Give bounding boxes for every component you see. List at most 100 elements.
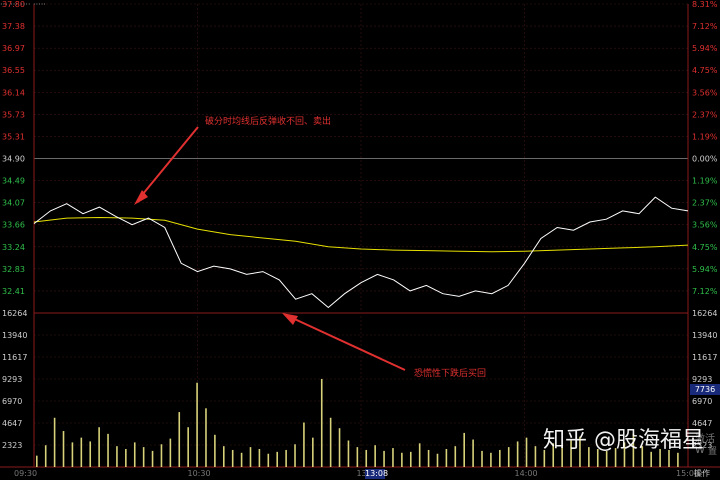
volume-bar [650,451,652,467]
volume-bar [187,427,189,467]
volume-bar [329,417,332,467]
volume-tick-label-right: 2323 [692,441,712,450]
volume-tick-label: 6970 [2,397,22,406]
volume-bar [231,449,234,467]
volume-tick-label-right: 16264 [692,309,717,318]
percent-tick-label: 4.75% [692,66,718,75]
volume-bar [490,452,492,467]
volume-bar [570,440,572,467]
volume-tick-label-right: 11617 [692,353,717,362]
volume-bar [499,449,501,467]
volume-bar [169,438,172,467]
volume-bar [383,450,385,467]
volume-bar [338,428,341,467]
volume-bar [142,447,145,467]
volume-bar [125,449,127,467]
time-tick-label: 14:00 [515,469,538,478]
volume-bar [579,436,581,467]
volume-tick-label-right: 9293 [692,375,712,384]
price-tick-label: 34.49 [2,177,25,186]
volume-bar [605,450,608,467]
volume-bar [418,443,421,467]
volume-tick-label: 9293 [2,375,22,384]
volume-bar [668,449,670,467]
volume-bar [222,446,225,467]
price-tick-label: 37.38 [2,22,25,31]
volume-bar [258,449,261,467]
volume-bar [249,447,252,467]
price-line [33,196,689,309]
percent-tick-label: 1.19% [692,177,718,186]
cursor-time-label: 13:08 [365,469,389,479]
volume-tick-label-right: 4647 [692,419,712,428]
volume-axis: 16264 16264 13940 13940 11617 11617 9293 9293 69… [2,309,717,450]
volume-bar [71,442,74,467]
percent-tick-label: 5.94% [692,44,718,53]
volume-bar [36,455,38,467]
settings-text: 置 [708,447,718,457]
volume-bar [240,452,243,467]
volume-bar [525,437,528,467]
volume-bar [44,445,47,467]
volume-bar [196,382,198,467]
avg-price-line [33,216,689,253]
volume-tick-label-right: 13940 [692,331,717,340]
buy-arrow [287,315,406,371]
volume-bar [588,447,590,467]
cursor-value-label: 7736 [690,384,720,395]
price-tick-label: 33.24 [2,243,25,252]
volume-bar [463,432,465,467]
percent-axis-right: 8.31% 7.12% 5.94% 4.75% 3.56% 2.37% 1.19% 0.00%… [692,0,718,296]
percent-tick-label: 3.56% [692,88,718,97]
volume-bar [151,450,154,467]
volume-bar [98,427,100,467]
sell-annotation: 破分时均线后反弹收不回、卖出 [205,115,331,127]
price-axis-left: 37.80 37.38 36.97 36.55 36.14 35.73 35.31 34.90… [2,0,25,296]
volume-bar [401,452,403,467]
volume-bar [303,422,305,467]
volume-tick-label: 11617 [2,353,27,362]
volume-tick-label: 16264 [2,309,27,318]
volume-bar [276,451,279,467]
time-tick-label: 09:30 [14,469,37,478]
volume-bar [365,449,368,467]
volume-bar [534,446,537,467]
volume-bar [116,446,118,467]
volume-bar [436,453,439,467]
volume-tick-label-right: 6970 [692,397,712,406]
sell-arrow-head [134,190,148,205]
price-tick-label: 36.14 [2,88,25,97]
volume-bar [356,447,359,467]
volume-bar [133,442,136,467]
volume-bar [632,433,635,467]
volume-bars [36,378,679,467]
volume-bar [445,449,448,467]
operate-button[interactable]: 操作 [694,469,710,478]
volume-bar [392,448,394,467]
volume-bar [107,433,109,467]
volume-bar [80,437,83,467]
price-tick-label: 37.80 [2,0,25,9]
price-tick-label: 34.07 [2,199,25,208]
volume-bar [205,408,207,467]
volume-tick-label: 13940 [2,331,27,340]
price-tick-label: 32.83 [2,265,25,274]
volume-bar [53,417,56,467]
volume-bar [89,441,92,467]
percent-tick-label: 3.56% [692,221,718,230]
percent-tick-label: 1.19% [692,132,718,141]
volume-tick-label: 2323 [2,441,22,450]
volume-bar [516,441,519,467]
volume-bar [561,445,563,467]
percent-tick-label: 7.12% [692,22,718,31]
volume-bar [409,451,412,467]
buy-annotation: 恐慌性下跌后买回 [414,367,486,379]
percent-tick-label: 4.75% [692,243,718,252]
volume-bar [623,442,626,467]
price-tick-label: 35.31 [2,132,25,141]
buy-arrow-head [282,313,298,325]
price-tick-label: 36.97 [2,44,25,53]
